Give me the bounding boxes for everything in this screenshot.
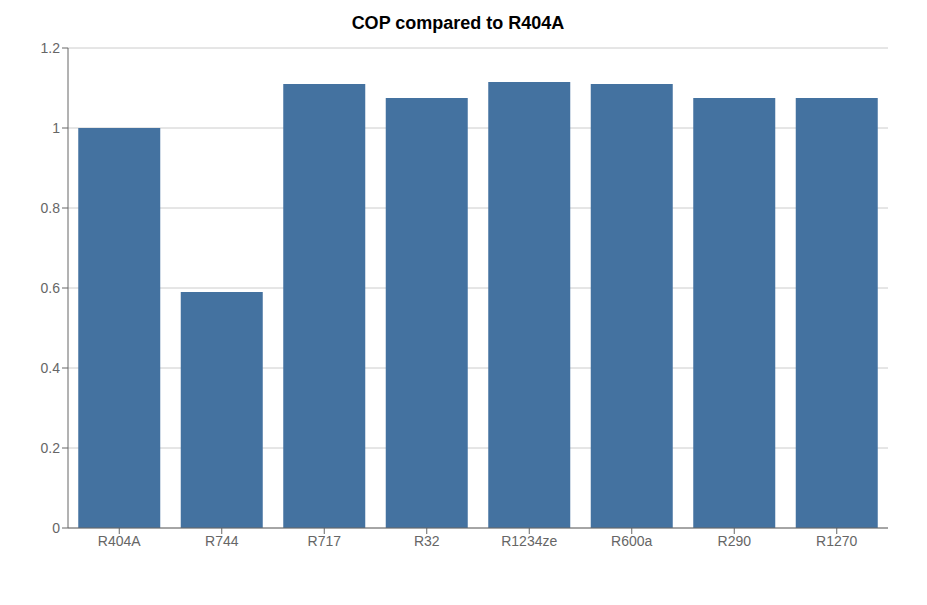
svg-text:R717: R717 [308, 533, 342, 549]
svg-text:1: 1 [52, 120, 60, 136]
svg-text:R32: R32 [414, 533, 440, 549]
svg-text:R1270: R1270 [816, 533, 857, 549]
svg-text:R600a: R600a [611, 533, 652, 549]
html-text:COP compared to R404A: COP compared to R404A [351, 13, 565, 33]
svg-text:0.2: 0.2 [41, 440, 61, 456]
svg-text:R1234ze: R1234ze [501, 533, 557, 549]
svg-text:0.4: 0.4 [41, 360, 61, 376]
svg-text:0: 0 [52, 520, 60, 536]
svg-text:0.8: 0.8 [41, 200, 61, 216]
svg-text:R290: R290 [718, 533, 752, 549]
svg-text:R744: R744 [205, 533, 239, 549]
svg-text:R404A: R404A [98, 533, 141, 549]
svg-text:1.2: 1.2 [41, 40, 61, 56]
svg-text:0.6: 0.6 [41, 280, 61, 296]
